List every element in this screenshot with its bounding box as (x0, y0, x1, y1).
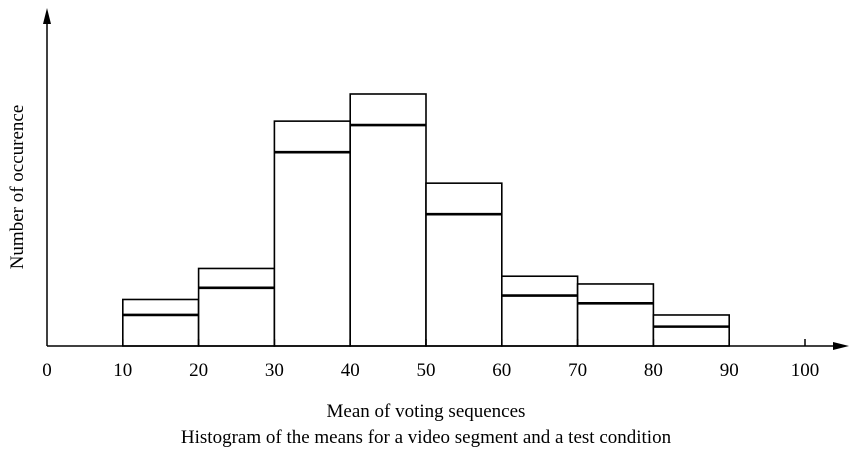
x-tick-label-100: 100 (791, 360, 820, 381)
x-tick-label-90: 90 (720, 360, 739, 381)
x-tick-label-0: 0 (42, 360, 52, 381)
inner-bars (122, 123, 730, 328)
y-axis-title: Number of occurence (7, 105, 28, 270)
x-ticks (122, 339, 806, 346)
outer-bar-70-80 (576, 283, 655, 347)
x-tick-label-40: 40 (341, 360, 360, 381)
y-axis-arrow (43, 8, 51, 24)
outer-bar-40-50 (349, 93, 427, 347)
outer-bar-50-60 (425, 182, 503, 347)
x-tick-label-50: 50 (417, 360, 436, 381)
outer-bar-20-30 (197, 267, 276, 347)
outer-bar-10-20 (122, 298, 200, 347)
x-tick-labels: 0 10 20 30 40 50 60 70 80 90 100 (42, 360, 819, 381)
outer-bars (122, 93, 731, 347)
x-tick-label-70: 70 (568, 360, 587, 381)
outer-bar-80-90 (652, 314, 731, 347)
x-tick-label-80: 80 (644, 360, 663, 381)
x-tick-label-60: 60 (492, 360, 511, 381)
outer-bar-30-40 (273, 120, 351, 347)
outer-bar-60-70 (500, 275, 579, 347)
x-tick-label-20: 20 (189, 360, 208, 381)
x-axis-arrow (833, 342, 849, 350)
x-axis-title: Mean of voting sequences (327, 401, 526, 422)
x-tick-label-30: 30 (265, 360, 284, 381)
chart-caption: Histogram of the means for a video segme… (181, 427, 672, 448)
x-tick-label-10: 10 (113, 360, 132, 381)
